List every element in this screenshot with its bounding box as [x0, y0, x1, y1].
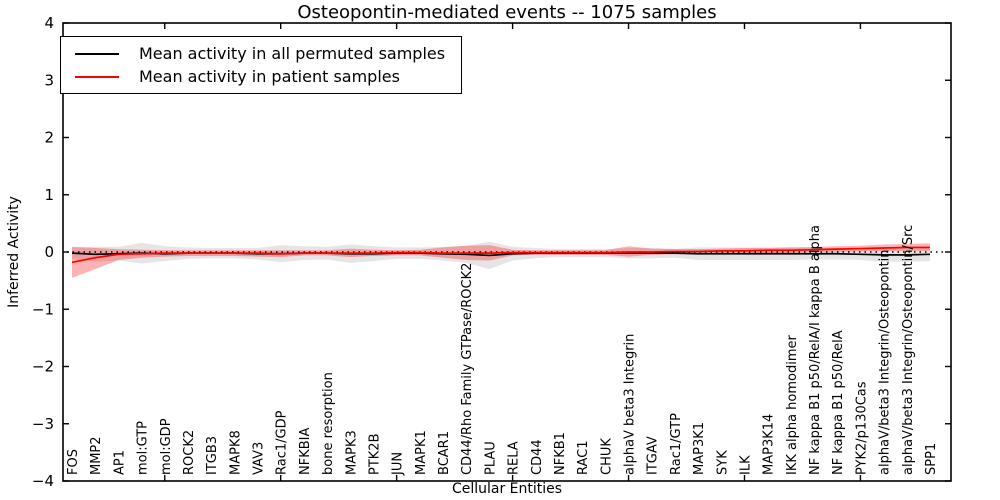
x-category-label: alphaV/beta3 Integrin/Osteopontin	[878, 250, 893, 475]
chart-title: Osteopontin-mediated events -- 1075 samp…	[297, 2, 717, 23]
x-category-label: MAP3K1	[692, 422, 707, 475]
y-tick-label: 1	[44, 186, 54, 204]
y-tick-label: 3	[44, 71, 54, 89]
x-category-label: NFKB1	[553, 432, 568, 475]
legend-line-patient	[75, 75, 119, 78]
patient-std-band	[72, 243, 930, 278]
x-category-label: PLAU	[483, 441, 498, 475]
x-category-label: ROCK2	[182, 430, 197, 475]
legend-line-permuted	[75, 52, 119, 55]
x-category-label: MAPK3	[344, 430, 359, 475]
x-category-label: IKK alpha homodimer	[785, 334, 800, 475]
x-category-label: CHUK	[599, 438, 614, 475]
x-category-label: MAP3K14	[762, 414, 777, 475]
y-tick-label: 0	[44, 243, 54, 261]
x-category-label: SYK	[715, 450, 730, 475]
x-category-label: NFKBIA	[298, 428, 313, 475]
x-category-label: RELA	[507, 441, 522, 475]
y-tick-label: −3	[32, 415, 54, 433]
x-category-label: ITGB3	[205, 436, 220, 475]
x-category-label: MAPK1	[414, 430, 429, 475]
x-category-label: NF kappa B1 p50/RelA	[831, 330, 846, 475]
x-category-label: Rac1/GTP	[669, 413, 684, 475]
x-category-label: AP1	[112, 450, 127, 475]
y-tick-label: −4	[32, 472, 54, 490]
legend: Mean activity in all permuted samples Me…	[60, 36, 463, 94]
patient-mean-line	[71, 246, 930, 264]
x-axis-label: Cellular Entities	[451, 481, 563, 497]
x-category-label: BCAR1	[437, 431, 452, 475]
x-category-label: mol:GDP	[159, 418, 174, 475]
x-category-label: RAC1	[576, 440, 591, 475]
y-tick-label: −1	[32, 300, 54, 318]
legend-entry-permuted: Mean activity in all permuted samples	[75, 44, 445, 63]
x-category-label: alphaV/beta3 Integrin/Osteopontin/Src	[901, 225, 916, 475]
x-category-label: mol:GTP	[136, 421, 151, 475]
x-category-label: CD44	[530, 439, 545, 475]
x-category-label: ILK	[738, 455, 753, 475]
x-category-label: VAV3	[252, 442, 267, 475]
x-category-label: alphaV beta3 Integrin	[623, 334, 638, 475]
x-category-label: JUN	[391, 452, 406, 476]
permuted-std-band	[72, 241, 930, 270]
x-category-label: CD44/Rho Family GTPase/ROCK2	[460, 263, 475, 475]
x-category-label: MMP2	[89, 436, 104, 475]
legend-entry-patient: Mean activity in patient samples	[75, 67, 445, 86]
legend-label-permuted: Mean activity in all permuted samples	[139, 44, 446, 63]
y-tick-label: 4	[44, 14, 54, 32]
x-category-label: ITGAV	[646, 436, 661, 475]
x-category-label: bone resorption	[321, 372, 336, 475]
x-category-label: PYK2/p130Cas	[854, 381, 869, 475]
x-category-label: Rac1/GDP	[275, 410, 290, 475]
y-axis-label: Inferred Activity	[6, 196, 22, 308]
y-tick-label: −2	[32, 358, 54, 376]
x-category-label: NF kappa B1 p50/RelA/I kappa B alpha	[808, 225, 823, 475]
legend-label-patient: Mean activity in patient samples	[139, 67, 400, 86]
x-category-label: SPP1	[924, 443, 939, 475]
x-category-label: FOS	[66, 449, 81, 475]
x-category-label: MAPK8	[228, 430, 243, 475]
y-tick-label: 2	[44, 129, 54, 147]
x-category-label: PTK2B	[367, 434, 382, 476]
